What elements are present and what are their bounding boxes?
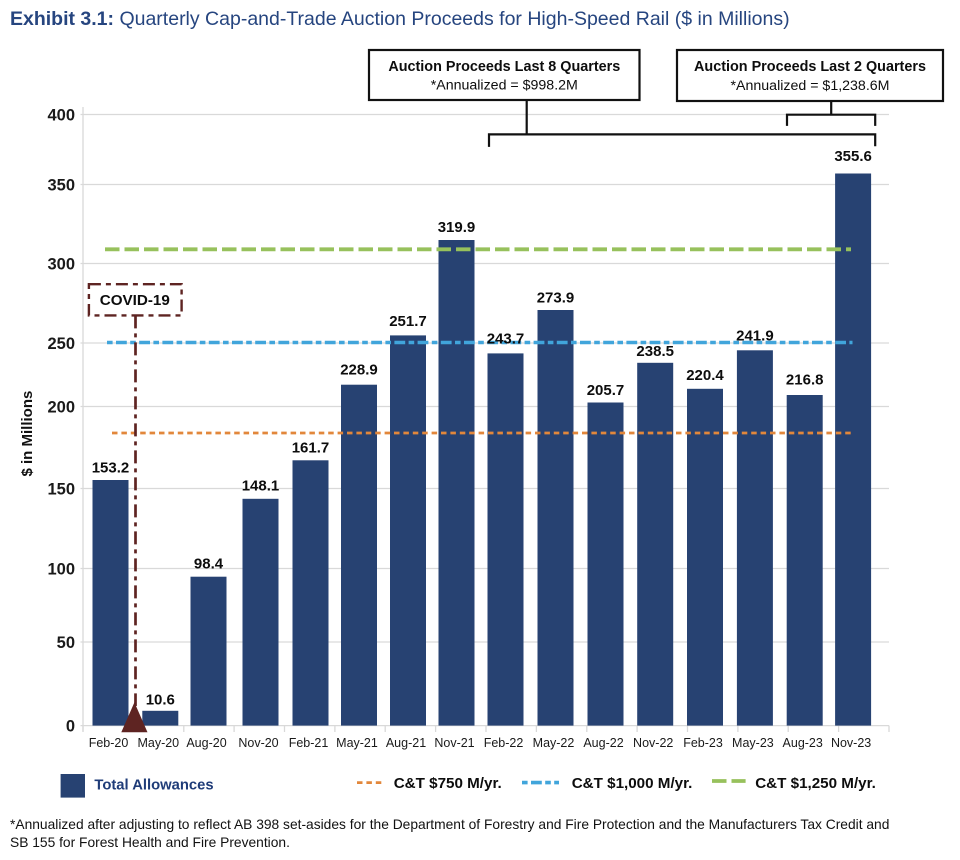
svg-text:200: 200 [47, 399, 75, 417]
svg-text:C&T $1,000 M/yr.: C&T $1,000 M/yr. [572, 775, 693, 792]
svg-text:251.7: 251.7 [389, 313, 427, 330]
svg-text:Total Allowances: Total Allowances [94, 777, 213, 793]
svg-text:COVID-19: COVID-19 [100, 292, 170, 309]
svg-text:May-20: May-20 [137, 736, 179, 750]
svg-text:Aug-20: Aug-20 [186, 736, 226, 750]
svg-text:*Annualized after adjusting to: *Annualized after adjusting to reflect A… [10, 817, 889, 832]
svg-text:Nov-21: Nov-21 [434, 736, 474, 750]
svg-text:161.7: 161.7 [292, 440, 330, 457]
svg-text:Feb-22: Feb-22 [484, 736, 524, 750]
svg-text:228.9: 228.9 [340, 362, 378, 379]
svg-text:Feb-23: Feb-23 [683, 736, 723, 750]
svg-text:*Annualized = $1,238.6M: *Annualized = $1,238.6M [731, 78, 890, 94]
svg-text:243.7: 243.7 [487, 331, 525, 348]
svg-text:100: 100 [47, 561, 75, 579]
svg-text:Nov-23: Nov-23 [831, 736, 871, 750]
svg-text:Exhibit 3.1: Quarterly Cap-and: Exhibit 3.1: Quarterly Cap-and-Trade Auc… [10, 8, 790, 30]
svg-text:May-21: May-21 [336, 736, 378, 750]
svg-text:*Annualized = $998.2M: *Annualized = $998.2M [431, 78, 578, 94]
svg-text:C&T $750 M/yr.: C&T $750 M/yr. [394, 775, 502, 792]
svg-text:273.9: 273.9 [537, 290, 575, 307]
svg-text:Nov-20: Nov-20 [238, 736, 278, 750]
svg-text:148.1: 148.1 [242, 477, 280, 494]
svg-text:C&T $1,250 M/yr.: C&T $1,250 M/yr. [755, 775, 876, 792]
svg-text:Aug-22: Aug-22 [583, 736, 623, 750]
svg-text:300: 300 [47, 256, 75, 274]
svg-text:May-23: May-23 [732, 736, 774, 750]
svg-text:150: 150 [47, 481, 75, 499]
svg-text:355.6: 355.6 [834, 148, 872, 165]
svg-text:153.2: 153.2 [92, 460, 130, 477]
svg-text:Aug-21: Aug-21 [386, 736, 426, 750]
svg-text:Feb-21: Feb-21 [289, 736, 329, 750]
svg-text:350: 350 [47, 177, 75, 195]
svg-text:May-22: May-22 [533, 736, 575, 750]
svg-text:216.8: 216.8 [786, 372, 824, 389]
svg-text:Auction Proceeds Last 2 Quarte: Auction Proceeds Last 2 Quarters [694, 59, 926, 75]
svg-text:Nov-22: Nov-22 [633, 736, 673, 750]
svg-text:98.4: 98.4 [194, 555, 224, 572]
svg-text:Auction Proceeds Last 8 Quarte: Auction Proceeds Last 8 Quarters [388, 59, 620, 75]
svg-text:238.5: 238.5 [636, 343, 674, 360]
svg-text:205.7: 205.7 [587, 382, 625, 399]
svg-text:250: 250 [47, 335, 75, 353]
svg-text:319.9: 319.9 [438, 219, 476, 236]
svg-text:241.9: 241.9 [736, 327, 774, 344]
svg-text:0: 0 [66, 718, 75, 736]
svg-text:$ in Millions: $ in Millions [19, 391, 36, 477]
svg-text:220.4: 220.4 [686, 367, 724, 384]
svg-text:Aug-23: Aug-23 [783, 736, 823, 750]
svg-text:50: 50 [57, 634, 75, 652]
svg-text:10.6: 10.6 [146, 691, 175, 708]
svg-text:400: 400 [47, 107, 75, 125]
svg-text:SB 155 for Forest Health and F: SB 155 for Forest Health and Fire Preven… [10, 835, 290, 850]
svg-text:Feb-20: Feb-20 [89, 736, 129, 750]
